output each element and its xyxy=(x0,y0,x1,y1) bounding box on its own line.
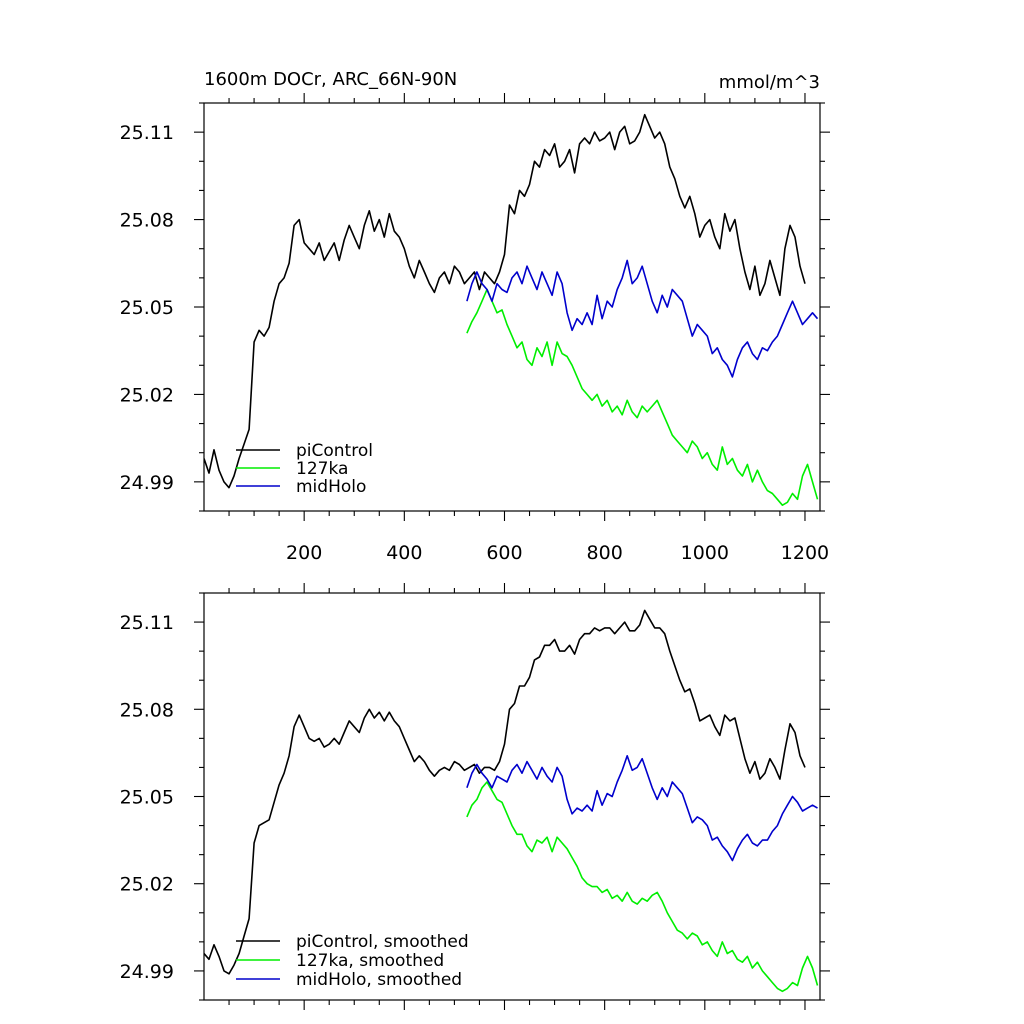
y-tick-label: 25.02 xyxy=(120,384,174,406)
y-tick-label: 25.11 xyxy=(120,612,174,634)
x-tick-label: 1200 xyxy=(781,542,829,564)
legend-label: piControl, smoothed xyxy=(296,932,469,952)
units-label: mmol/m^3 xyxy=(719,72,820,93)
x-tick-label: 600 xyxy=(486,542,522,564)
y-tick-label: 24.99 xyxy=(120,472,174,494)
series-line-2 xyxy=(466,754,818,862)
series-line-1 xyxy=(466,781,819,993)
y-tick-label: 25.05 xyxy=(120,787,174,809)
chart-title: 1600m DOCr, ARC_66N-90N xyxy=(204,69,457,90)
y-tick-label: 25.08 xyxy=(120,210,174,232)
panel-top: 200 400 600 800 1000 1200 25.11 25.08 25.05 25.02… xyxy=(120,69,830,564)
x-tick-label: 200 xyxy=(286,542,322,564)
y-tick-label: 25.11 xyxy=(120,122,174,144)
x-tick-label: 1000 xyxy=(681,542,729,564)
series-line-0 xyxy=(204,609,806,975)
y-tick-label: 25.05 xyxy=(120,297,174,319)
legend-label: 127ka, smoothed xyxy=(296,951,444,971)
series-line-2 xyxy=(466,259,819,378)
x-tick-label: 800 xyxy=(587,542,623,564)
series-line-0 xyxy=(204,113,806,489)
legend-label: midHolo xyxy=(296,477,366,497)
legend-label: piControl xyxy=(296,441,373,461)
y-tick-label: 25.08 xyxy=(120,699,174,721)
panel-bottom: 25.11 25.08 25.05 25.02 24.99 piControl, smoo… xyxy=(120,583,830,1010)
series-line-1 xyxy=(466,288,819,507)
x-tick-label: 400 xyxy=(386,542,422,564)
y-tick-label: 24.99 xyxy=(120,961,174,983)
legend-label: midHolo, smoothed xyxy=(296,970,462,990)
legend-label: 127ka xyxy=(296,459,348,479)
y-tick-label: 25.02 xyxy=(120,874,174,896)
